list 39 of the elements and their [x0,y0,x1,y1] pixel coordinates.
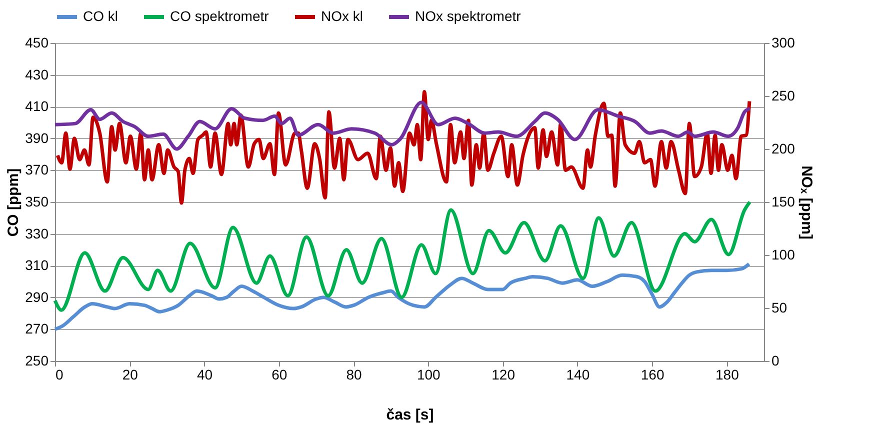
x-tick-label: 100 [416,366,441,382]
legend-label: CO spektrometr [170,8,270,24]
legend-label: NOx kl [321,8,363,24]
x-tick-label: 80 [346,366,362,382]
y2-tick-label: 0 [772,352,780,368]
x-tick-label: 60 [272,366,288,382]
x-tick-label: 0 [56,366,64,382]
legend-label: CO kl [83,8,118,24]
legend-label: NOx spektrometr [415,8,522,24]
y-tick-label: 250 [25,352,49,368]
x-tick-label: 180 [716,366,740,382]
y-tick-label: 290 [25,288,49,305]
x-axis-title: čas [s] [386,406,434,424]
x-tick-label: 120 [492,366,516,382]
y-tick-label: 330 [25,225,49,242]
y-tick-label: 310 [25,257,49,274]
y2-tick-label: 300 [772,34,796,50]
y2-tick-label: 100 [772,246,796,262]
y-tick-label: 270 [25,320,49,337]
y-axis-title: CO [ppm] [5,168,22,237]
x-tick-label: 160 [640,366,664,382]
line-series [53,100,752,151]
y-tick-label: 450 [25,34,49,50]
y-tick-label: 390 [25,130,49,146]
y2-tick-label: 150 [772,194,796,210]
y-tick-label: 370 [25,162,49,178]
x-tick-label: 140 [566,366,590,382]
line-series [53,200,752,312]
line-series [56,90,752,205]
y-tick-label: 410 [25,98,49,114]
x-tick-label: 40 [196,366,213,382]
y2-tick-label: 50 [772,300,788,316]
y2-tick-label: 250 [772,88,796,104]
y-tick-label: 430 [25,66,49,82]
y2-axis-title: NOₓ [ppm] [798,166,815,240]
line-series [53,262,751,331]
y2-tick-label: 200 [772,140,796,156]
y-tick-label: 350 [25,194,49,210]
x-tick-label: 20 [122,366,138,382]
